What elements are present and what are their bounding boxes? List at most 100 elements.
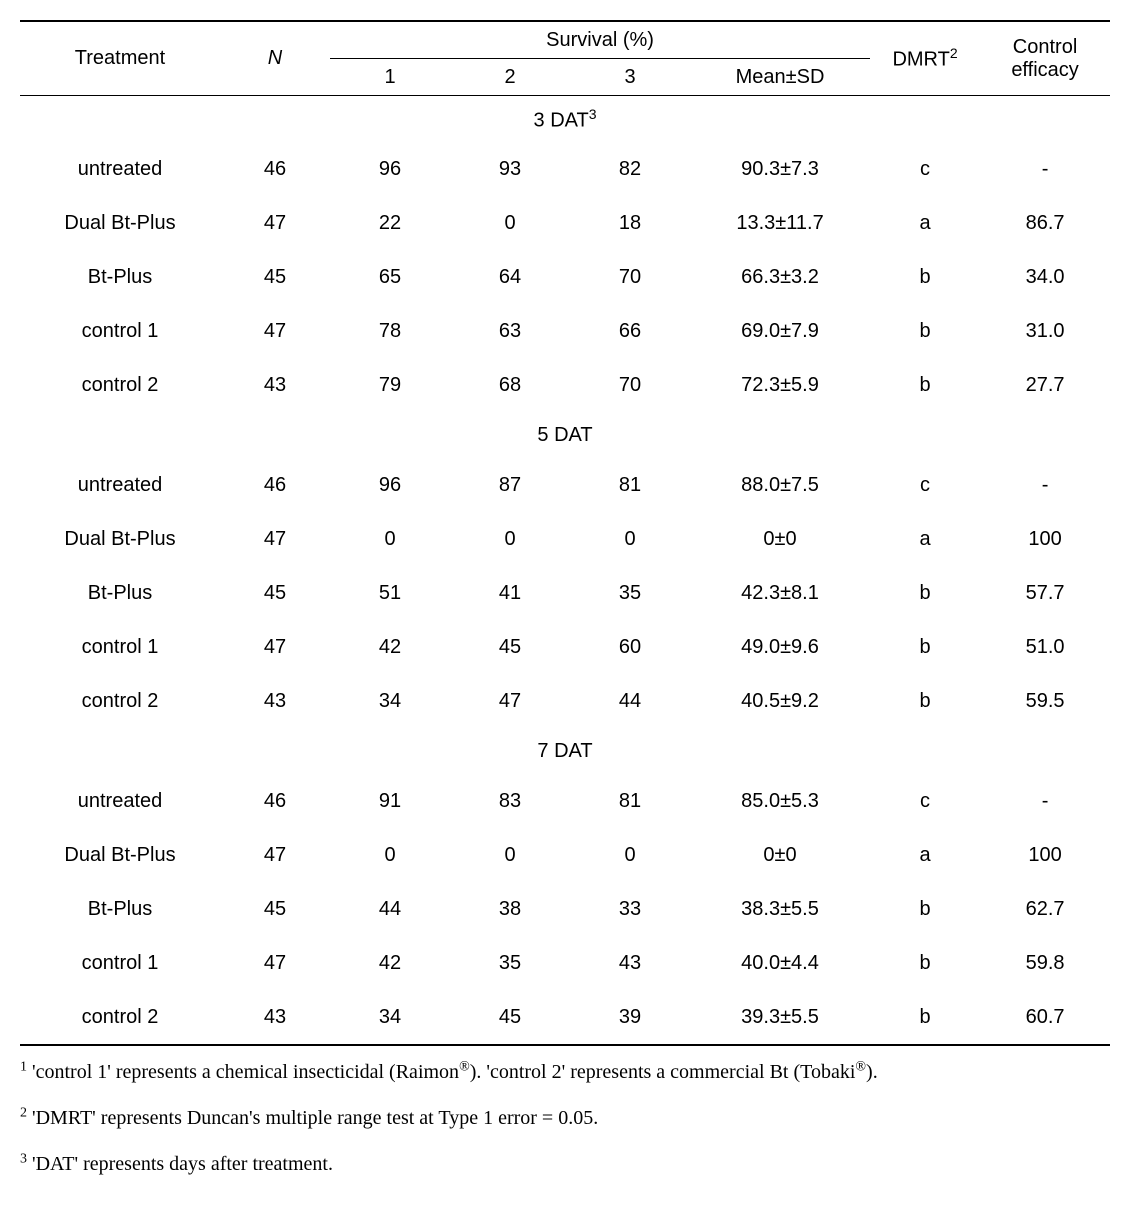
- cell-dmrt: b: [870, 250, 980, 304]
- table-row: control 14742354340.0±4.4b59.8: [20, 936, 1110, 990]
- cell-treatment: Dual Bt-Plus: [20, 196, 220, 250]
- footnotes: 1 'control 1' represents a chemical inse…: [20, 1056, 1106, 1180]
- table-row: control 24334453939.3±5.5b60.7: [20, 990, 1110, 1045]
- cell-n: 47: [220, 828, 330, 882]
- table-row: control 24334474440.5±9.2b59.5: [20, 674, 1110, 728]
- cell-mean: 69.0±7.9: [690, 304, 870, 358]
- cell-s3: 60: [570, 620, 690, 674]
- table-row: untreated4696938290.3±7.3c-: [20, 142, 1110, 196]
- cell-eff: 57.7: [980, 566, 1110, 620]
- table-row: control 14778636669.0±7.9b31.0: [20, 304, 1110, 358]
- cell-s2: 0: [450, 196, 570, 250]
- header-dmrt: DMRT2: [870, 21, 980, 96]
- cell-eff: 34.0: [980, 250, 1110, 304]
- header-s1: 1: [330, 59, 450, 96]
- cell-s3: 70: [570, 250, 690, 304]
- cell-s3: 81: [570, 458, 690, 512]
- cell-dmrt: c: [870, 458, 980, 512]
- cell-treatment: Bt-Plus: [20, 882, 220, 936]
- cell-s1: 65: [330, 250, 450, 304]
- footnote-3: 3 'DAT' represents days after treatment.: [20, 1148, 1106, 1180]
- cell-s2: 68: [450, 358, 570, 412]
- cell-treatment: control 2: [20, 674, 220, 728]
- table-row: Dual Bt-Plus470000±0a100: [20, 512, 1110, 566]
- cell-eff: 86.7: [980, 196, 1110, 250]
- cell-dmrt: c: [870, 774, 980, 828]
- cell-eff: -: [980, 458, 1110, 512]
- cell-dmrt: b: [870, 936, 980, 990]
- table-row: Bt-Plus4565647066.3±3.2b34.0: [20, 250, 1110, 304]
- cell-s1: 44: [330, 882, 450, 936]
- cell-s3: 66: [570, 304, 690, 358]
- cell-dmrt: a: [870, 828, 980, 882]
- header-efficacy: Controlefficacy: [980, 21, 1110, 96]
- cell-treatment: untreated: [20, 458, 220, 512]
- header-survival: Survival (%): [330, 21, 870, 59]
- cell-s2: 93: [450, 142, 570, 196]
- cell-s2: 83: [450, 774, 570, 828]
- cell-s3: 33: [570, 882, 690, 936]
- cell-s2: 45: [450, 620, 570, 674]
- table-row: Bt-Plus4551413542.3±8.1b57.7: [20, 566, 1110, 620]
- cell-n: 46: [220, 142, 330, 196]
- section-header: 3 DAT3: [20, 96, 1110, 143]
- cell-s1: 0: [330, 828, 450, 882]
- cell-eff: 59.5: [980, 674, 1110, 728]
- cell-s1: 79: [330, 358, 450, 412]
- cell-s1: 34: [330, 990, 450, 1045]
- table-row: Bt-Plus4544383338.3±5.5b62.7: [20, 882, 1110, 936]
- cell-mean: 90.3±7.3: [690, 142, 870, 196]
- cell-eff: 31.0: [980, 304, 1110, 358]
- cell-dmrt: b: [870, 620, 980, 674]
- cell-n: 43: [220, 358, 330, 412]
- cell-s3: 18: [570, 196, 690, 250]
- cell-dmrt: b: [870, 674, 980, 728]
- cell-mean: 0±0: [690, 512, 870, 566]
- cell-eff: 59.8: [980, 936, 1110, 990]
- cell-s1: 91: [330, 774, 450, 828]
- cell-dmrt: a: [870, 196, 980, 250]
- cell-n: 47: [220, 512, 330, 566]
- table-row: Dual Bt-Plus472201813.3±11.7a86.7: [20, 196, 1110, 250]
- cell-s1: 42: [330, 936, 450, 990]
- cell-mean: 38.3±5.5: [690, 882, 870, 936]
- cell-treatment: control 2: [20, 358, 220, 412]
- table-row: untreated4691838185.0±5.3c-: [20, 774, 1110, 828]
- cell-eff: 60.7: [980, 990, 1110, 1045]
- cell-eff: 51.0: [980, 620, 1110, 674]
- cell-n: 47: [220, 620, 330, 674]
- cell-n: 47: [220, 936, 330, 990]
- cell-treatment: control 1: [20, 304, 220, 358]
- cell-treatment: Dual Bt-Plus: [20, 828, 220, 882]
- cell-n: 45: [220, 566, 330, 620]
- cell-s2: 87: [450, 458, 570, 512]
- cell-s2: 47: [450, 674, 570, 728]
- cell-mean: 40.0±4.4: [690, 936, 870, 990]
- cell-mean: 49.0±9.6: [690, 620, 870, 674]
- cell-treatment: Bt-Plus: [20, 250, 220, 304]
- section-header: 5 DAT: [20, 412, 1110, 458]
- table-row: Dual Bt-Plus470000±0a100: [20, 828, 1110, 882]
- cell-s3: 81: [570, 774, 690, 828]
- cell-n: 47: [220, 196, 330, 250]
- cell-dmrt: c: [870, 142, 980, 196]
- cell-treatment: control 1: [20, 936, 220, 990]
- cell-s3: 0: [570, 512, 690, 566]
- cell-s2: 35: [450, 936, 570, 990]
- cell-mean: 66.3±3.2: [690, 250, 870, 304]
- footnote-1: 1 'control 1' represents a chemical inse…: [20, 1056, 1106, 1088]
- cell-s1: 42: [330, 620, 450, 674]
- header-s2: 2: [450, 59, 570, 96]
- cell-dmrt: b: [870, 990, 980, 1045]
- cell-dmrt: b: [870, 358, 980, 412]
- cell-treatment: Bt-Plus: [20, 566, 220, 620]
- header-s3: 3: [570, 59, 690, 96]
- cell-mean: 40.5±9.2: [690, 674, 870, 728]
- cell-treatment: Dual Bt-Plus: [20, 512, 220, 566]
- cell-mean: 42.3±8.1: [690, 566, 870, 620]
- results-table: Treatment N Survival (%) DMRT2 Controlef…: [20, 20, 1110, 1046]
- cell-s2: 45: [450, 990, 570, 1045]
- cell-s1: 78: [330, 304, 450, 358]
- cell-s1: 96: [330, 458, 450, 512]
- cell-s2: 0: [450, 512, 570, 566]
